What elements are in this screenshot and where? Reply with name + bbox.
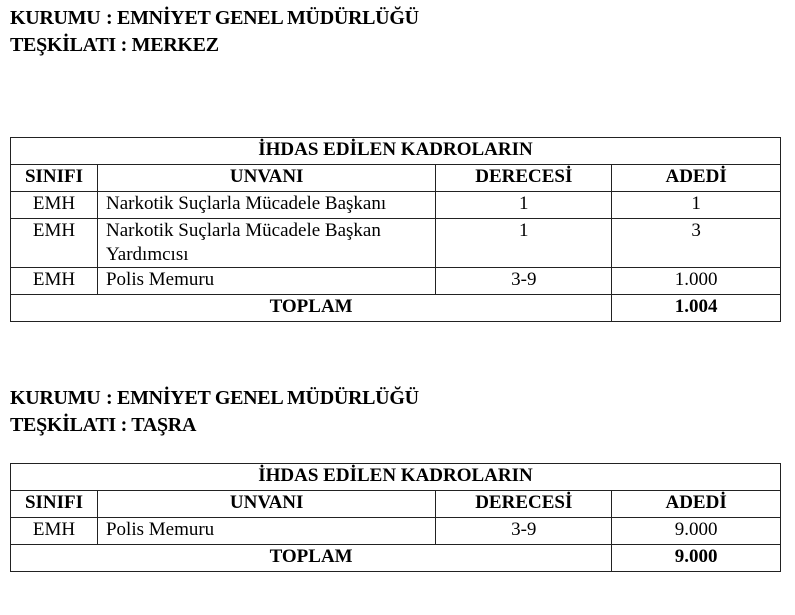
total-value: 1.004 [611,294,781,322]
column-header: UNVANI [96,164,437,192]
table-cell: EMH [10,517,98,545]
column-header: SINIFI [10,164,98,192]
table-cell: Polis Memuru [96,267,437,295]
total-label: TOPLAM [9,294,613,322]
table-cell: 3-9 [435,267,613,295]
table-cell: EMH [10,267,98,295]
table-row: EMH Polis Memuru 3-9 1.000 [10,267,781,295]
kadro-table: İHDAS EDİLEN KADROLARIN SINIFI UNVANI DERE… [9,137,781,322]
column-header: DERECESİ [435,164,613,192]
teskilat-value: : TAŞRA [120,414,197,436]
column-header: ADEDİ [611,490,781,518]
kurum-label: KURUMU [10,7,101,29]
table-row: EMH Polis Memuru 3-9 9.000 [10,517,781,545]
teskilat-value: : MERKEZ [120,34,219,56]
table-row: EMH Narkotik Suçlarla Mücadele Başkan Yar… [10,218,781,268]
kurum-label: KURUMU [10,387,101,409]
table-title: İHDAS EDİLEN KADROLARIN [10,463,781,491]
table-title: İHDAS EDİLEN KADROLARIN [10,137,781,165]
teskilat-label: TEŞKİLATI [10,34,116,56]
total-value: 9.000 [611,544,781,572]
section-heading: KURUMU: EMNİYET GENEL MÜDÜRLÜĞÜ TEŞKİLAT… [10,385,419,439]
table-cell: Narkotik Suçlarla Mücadele Başkanı [96,191,437,219]
section-heading: KURUMU: EMNİYET GENEL MÜDÜRLÜĞÜ TEŞKİLAT… [10,5,419,59]
table-cell: 3 [611,218,781,268]
table-cell: 3-9 [435,517,613,545]
kurum-value: : EMNİYET GENEL MÜDÜRLÜĞÜ [106,387,419,409]
table-cell: 1 [435,218,613,268]
table-cell: 1.000 [611,267,781,295]
column-header: UNVANI [96,490,437,518]
table-cell: 9.000 [611,517,781,545]
kadro-table: İHDAS EDİLEN KADROLARIN SINIFI UNVANI DERE… [9,463,781,572]
table-cell: EMH [10,191,98,219]
table-cell: 1 [435,191,613,219]
table-cell: 1 [611,191,781,219]
table-cell: Narkotik Suçlarla Mücadele Başkan Yardım… [96,218,437,268]
table-cell: EMH [10,218,98,268]
column-header: DERECESİ [435,490,613,518]
column-header: SINIFI [10,490,98,518]
kurum-value: : EMNİYET GENEL MÜDÜRLÜĞÜ [106,7,419,29]
table-row: EMH Narkotik Suçlarla Mücadele Başkanı 1 1 [10,191,781,219]
total-label: TOPLAM [9,544,613,572]
teskilat-label: TEŞKİLATI [10,414,116,436]
column-header: ADEDİ [611,164,781,192]
table-cell: Polis Memuru [96,517,437,545]
